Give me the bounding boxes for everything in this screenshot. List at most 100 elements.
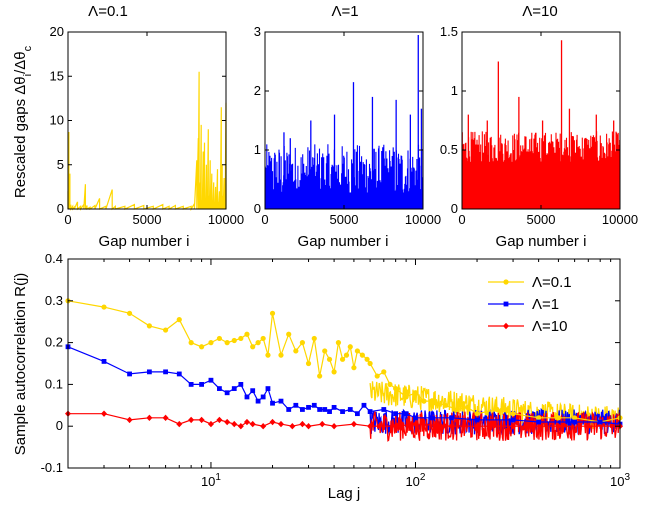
point [278,398,284,404]
xtick-label: 103 [610,472,630,489]
xtick-exp: 1 [215,472,221,483]
point [265,352,271,358]
point [442,402,448,408]
point [146,323,152,329]
ytick-label: 2 [254,83,261,98]
point [238,335,244,342]
ytick-label: 0 [57,201,64,216]
ytick-label: 0.4 [45,251,63,266]
series-0 [65,298,623,425]
point [265,386,271,391]
panel-b-title: Λ=1 [331,3,358,20]
point [289,423,296,430]
point [381,369,387,375]
ytick-label: -0.1 [41,460,63,475]
xtick-label: 5000 [133,212,162,227]
point [317,373,323,379]
point [448,423,455,430]
ytick-label: 15 [50,68,64,83]
point [299,340,306,346]
ytick-label: 3 [254,24,261,39]
series-1-line [67,346,621,425]
point [299,420,306,428]
point [347,344,353,350]
point [249,420,256,428]
panel-d-ylabel: Sample autocorrelation R(j) [12,273,29,456]
point [454,406,460,413]
point [350,420,357,428]
point [474,423,481,430]
legend-label-2: Λ=10 [532,318,567,335]
ytick-label: 0.2 [45,335,63,350]
point [403,394,409,400]
point [322,407,328,412]
panel-d-frame [67,258,621,469]
point [269,310,276,316]
series-2-cloud [369,410,621,442]
point [429,398,435,404]
point [101,410,108,417]
ytick-label: 5 [57,157,64,172]
point [127,371,132,377]
point [216,335,223,342]
point [126,416,133,424]
point [176,420,183,428]
point [367,409,373,414]
point [354,411,360,417]
point [162,327,169,333]
point [322,348,328,354]
ytick-label: 1 [451,83,458,98]
point [199,382,204,387]
panel-lambda-10: Λ=10 0 0.5 1 1.5 0 5000 10000 Gap number i [440,3,638,250]
ytick-label: 0 [254,201,261,216]
point [300,407,305,412]
point [331,369,337,375]
point [243,418,250,426]
xtick-label: 102 [405,472,425,489]
point [188,382,194,387]
point [510,423,517,430]
panel-a-ylabel: Rescaled gaps Δθi/Δθc [12,45,34,198]
xtick-exp: 2 [420,472,426,483]
panel-c-xlabel: Gap number i [496,233,587,250]
point [331,423,338,430]
xtick-label: 0 [261,212,268,227]
ytick-label: 0 [451,201,458,216]
xtick-base: 10 [201,474,215,489]
ytick-label: 0.5 [440,142,458,157]
point [412,390,419,396]
xtick-label: 5000 [527,212,556,227]
point [319,420,326,428]
point [392,423,399,430]
point [176,371,182,377]
point [250,344,256,350]
point [597,419,603,425]
point [317,407,323,412]
point [286,407,292,412]
point [260,394,266,400]
point [188,416,195,424]
panel-a-series [67,71,227,212]
point [198,344,205,350]
series-2 [65,410,623,430]
point [585,423,592,430]
point [198,416,205,424]
point [188,340,194,346]
point [293,402,299,408]
point [250,388,256,394]
point [231,420,238,428]
legend: Λ=0.1 Λ=1 Λ=10 [488,274,572,335]
xtick-label: 101 [201,472,221,489]
point [555,423,562,430]
point [572,415,578,421]
point [351,365,357,371]
point [101,359,107,364]
point [339,356,346,362]
point [374,373,380,379]
point [421,398,427,404]
panel-d-xlabel: Lag j [328,485,361,502]
legend-marker-1 [503,301,509,307]
point [311,335,317,342]
point [510,417,516,423]
